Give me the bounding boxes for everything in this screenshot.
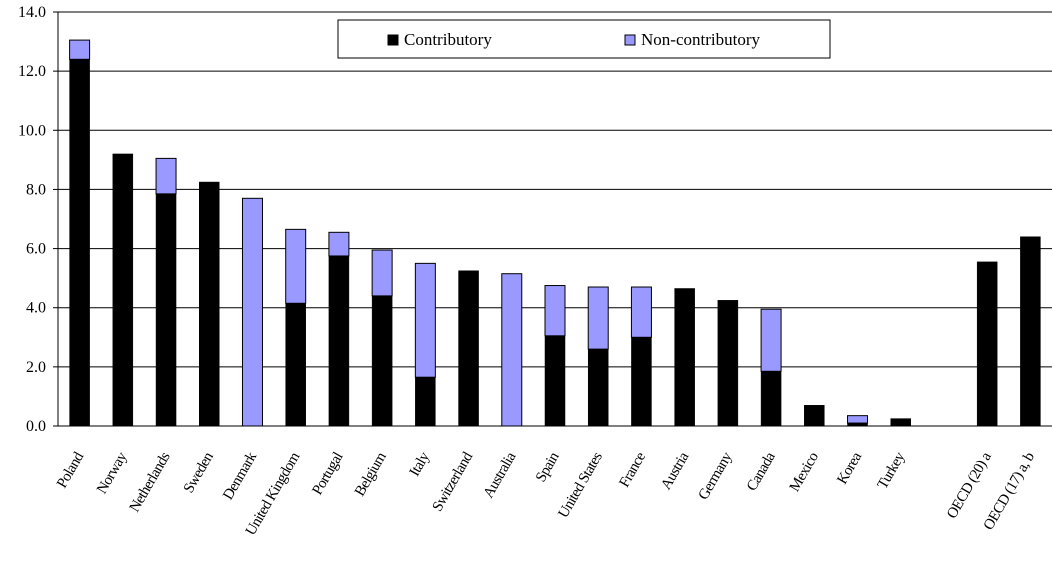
x-category-label: Turkey — [875, 449, 909, 492]
bar-non-contributory — [414, 262, 436, 378]
bar-non-contributory — [155, 157, 177, 195]
x-category-label: OECD (20) a — [944, 449, 995, 521]
legend: Contributory Non-contributory — [337, 19, 831, 59]
x-category-label: Norway — [94, 449, 131, 497]
bar-non-contributory — [241, 197, 263, 427]
bar-non-contributory — [630, 286, 652, 338]
bar-contributory — [328, 255, 350, 427]
bar-contributory — [544, 335, 566, 427]
x-category-label: Mexico — [787, 450, 822, 495]
bar-non-contributory — [587, 286, 609, 350]
bar-contributory — [285, 303, 306, 427]
bar-contributory — [717, 300, 739, 427]
bar-non-contributory — [328, 231, 350, 257]
x-category-label: United States — [556, 449, 607, 521]
bar-non-contributory — [847, 415, 869, 424]
legend-label-non-contributory: Non-contributory — [641, 30, 760, 49]
bar-contributory — [674, 288, 695, 427]
bar-contributory — [69, 59, 90, 427]
bar-non-contributory — [285, 228, 307, 304]
bar-contributory — [976, 261, 998, 427]
legend-label-contributory: Contributory — [404, 30, 492, 49]
bar-contributory — [415, 376, 436, 427]
x-category-label: France — [616, 449, 649, 490]
x-category-label: Switzerland — [430, 449, 477, 514]
bar-contributory — [804, 405, 825, 427]
bar-contributory — [199, 181, 220, 427]
y-tick-label: 4.0 — [26, 300, 46, 317]
x-category-label: Belgium — [352, 449, 390, 499]
bar-contributory — [112, 153, 134, 427]
bar-non-contributory — [544, 285, 566, 337]
y-tick-label: 0.0 — [26, 418, 46, 435]
legend-box — [337, 19, 831, 59]
y-tick-label: 12.0 — [18, 63, 46, 80]
y-tick-label: 8.0 — [26, 181, 46, 198]
y-tick-label: 14.0 — [18, 4, 46, 21]
x-category-label: Sweden — [181, 449, 217, 496]
bars — [69, 39, 1041, 427]
y-axis: 0.0 2.0 4.0 6.0 8.0 10.0 12.0 14.0 — [18, 4, 59, 435]
x-category-label: Spain — [533, 449, 563, 485]
x-category-label: Portugal — [310, 450, 347, 498]
x-category-label: Austria — [658, 449, 692, 492]
bar-contributory — [760, 371, 782, 427]
legend-swatch-non-contributory — [624, 34, 636, 46]
bar-contributory — [155, 193, 177, 427]
bar-contributory — [1020, 236, 1041, 427]
bar-non-contributory — [760, 308, 782, 372]
legend-swatch-contributory — [387, 34, 399, 46]
bar-contributory — [458, 270, 479, 427]
bar-contributory — [890, 418, 911, 427]
bar-non-contributory — [501, 273, 523, 427]
y-tick-label: 6.0 — [26, 241, 46, 258]
bar-non-contributory — [69, 39, 91, 60]
x-category-label: Poland — [54, 449, 87, 491]
bar-contributory — [631, 337, 652, 427]
x-category-label: Netherlands — [127, 449, 174, 515]
x-category-label: Korea — [834, 449, 865, 487]
bar-contributory — [587, 348, 609, 427]
x-category-label: Germany — [696, 449, 736, 503]
y-tick-label: 2.0 — [26, 359, 46, 376]
x-category-label: Australia — [481, 449, 520, 501]
x-category-label: Italy — [407, 449, 434, 479]
y-tick-label: 10.0 — [18, 122, 46, 139]
bar-contributory — [371, 295, 393, 427]
x-category-label: Denmark — [220, 449, 260, 503]
bar-non-contributory — [371, 249, 393, 297]
x-category-label: Canada — [744, 449, 779, 494]
